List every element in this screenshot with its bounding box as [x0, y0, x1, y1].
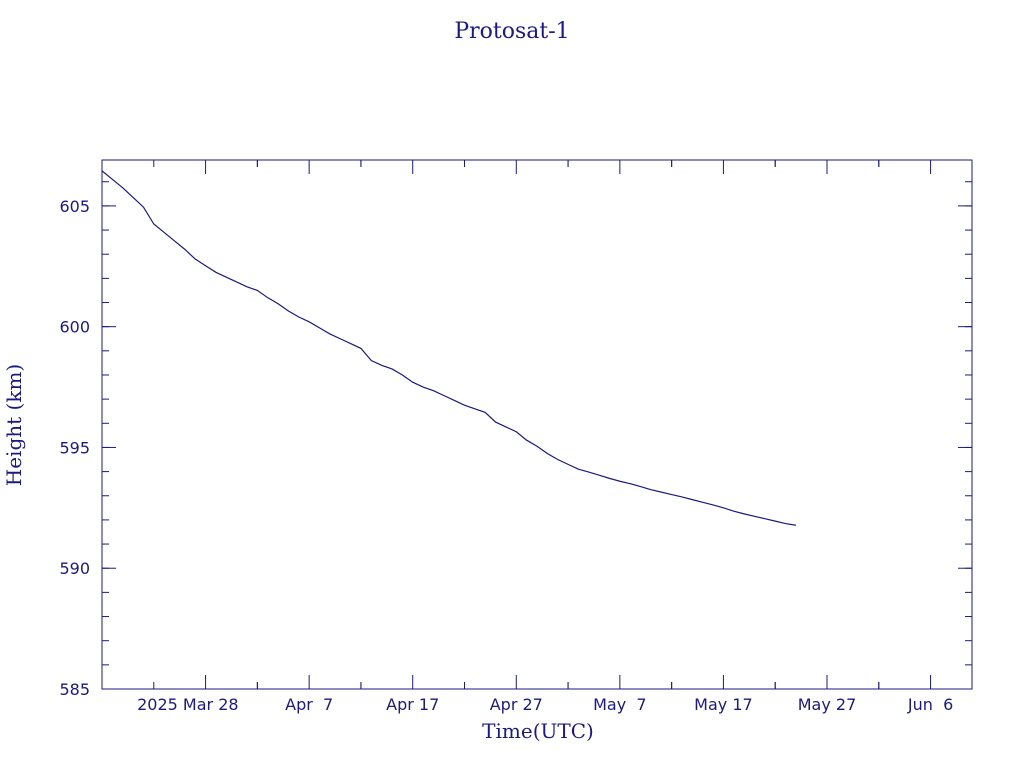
x-tick-label: May 7 [593, 695, 646, 714]
y-tick-label: 600 [59, 318, 90, 337]
x-axis-label: Time(UTC) [482, 719, 594, 743]
y-tick-label: 605 [59, 197, 90, 216]
x-tick-label: Apr 7 [285, 695, 333, 714]
chart-title: Protosat-1 [454, 19, 569, 44]
y-axis-label: Height (km) [2, 364, 26, 486]
plot-frame [101, 159, 973, 690]
x-tick-label: May 17 [694, 695, 753, 714]
y-tick-label: 585 [59, 680, 90, 699]
y-tick-label: 590 [59, 559, 90, 578]
x-tick-label: Apr 17 [386, 695, 439, 714]
x-tick-label: Apr 27 [490, 695, 543, 714]
y-tick-label: 595 [59, 438, 90, 457]
x-tick-label: Jun 6 [907, 695, 953, 714]
x-tick-label: May 27 [798, 695, 857, 714]
x-tick-label: 2025 Mar 28 [137, 695, 238, 714]
line-series [101, 170, 797, 526]
